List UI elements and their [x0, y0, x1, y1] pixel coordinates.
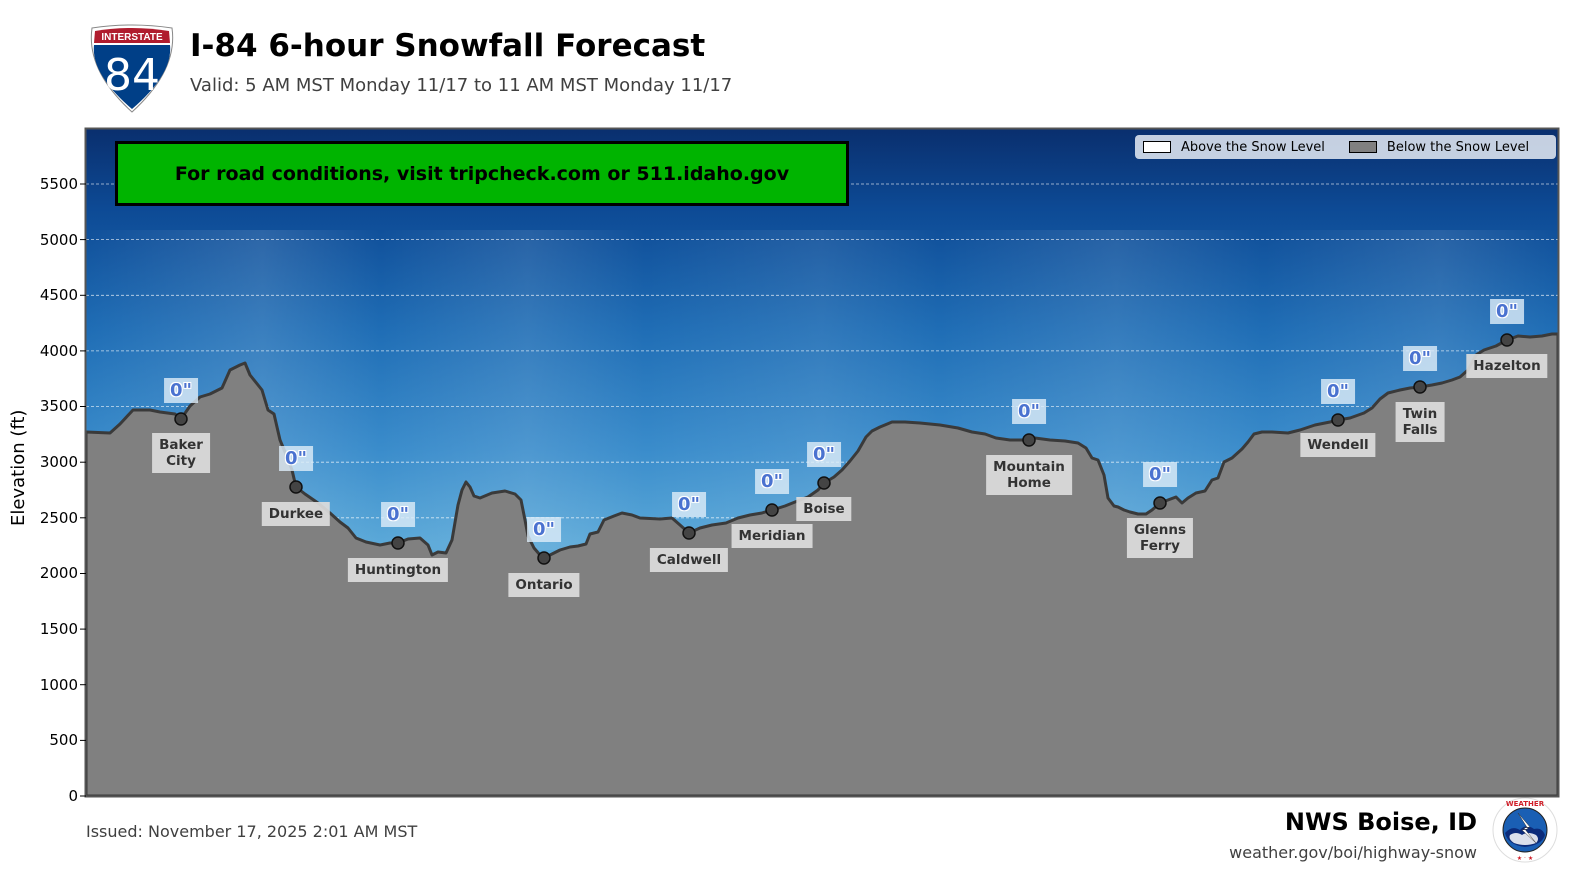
- ytick-2500: 2500: [39, 509, 78, 527]
- city-label-caldwell: Caldwell: [649, 548, 729, 572]
- terrain-profile: [84, 332, 1560, 798]
- city-label-boise: Boise: [796, 497, 852, 521]
- marker-caldwell: [682, 526, 696, 540]
- marker-durkee: [289, 480, 303, 494]
- snowfall-amount: 0": [1403, 346, 1437, 371]
- ytick-5000: 5000: [39, 231, 78, 249]
- city-label-ontario: Ontario: [508, 573, 580, 597]
- city-label-durkee: Durkee: [261, 502, 331, 526]
- ytick-1500: 1500: [39, 620, 78, 638]
- valid-period: Valid: 5 AM MST Monday 11/17 to 11 AM MS…: [190, 75, 733, 96]
- marker-mountain-home: [1022, 433, 1036, 447]
- city-label-huntington: Huntington: [347, 558, 449, 582]
- ytick-2000: 2000: [39, 564, 78, 582]
- city-label-baker-city: Baker City: [152, 433, 210, 473]
- city-markers: [174, 333, 1514, 565]
- legend: Above the Snow Level Below the Snow Leve…: [1135, 135, 1556, 159]
- shield-number: 84: [104, 50, 160, 101]
- ytick-3000: 3000: [39, 453, 78, 471]
- y-tick-marks: [80, 183, 86, 797]
- ytick-1000: 1000: [39, 676, 78, 694]
- snowfall-amount: 0": [1321, 379, 1355, 404]
- city-label-glenns-ferry: Glenns Ferry: [1126, 518, 1194, 558]
- interstate-84-shield-icon: INTERSTATE 84: [90, 24, 174, 113]
- marker-boise: [817, 476, 831, 490]
- ytick-3500: 3500: [39, 397, 78, 415]
- office-name: NWS Boise, ID: [1284, 808, 1477, 836]
- snowfall-amount: 0": [672, 492, 706, 517]
- ytick-4500: 4500: [39, 286, 78, 304]
- snowfall-amount: 0": [1490, 299, 1524, 324]
- legend-item-above: Above the Snow Level: [1135, 140, 1325, 155]
- snowfall-amount: 0": [164, 378, 198, 403]
- marker-huntington: [391, 536, 405, 550]
- y-axis-label: Elevation (ft): [8, 409, 29, 526]
- legend-swatch-gray-icon: [1348, 141, 1377, 153]
- marker-glenns-ferry: [1153, 496, 1167, 510]
- ytick-5500: 5500: [39, 175, 78, 193]
- ytick-0: 0: [68, 787, 78, 805]
- marker-meridian: [765, 503, 779, 517]
- legend-item-below: Below the Snow Level: [1341, 140, 1529, 155]
- city-label-meridian: Meridian: [731, 524, 813, 548]
- snowfall-amount: 0": [755, 469, 789, 494]
- snowfall-amount: 0": [381, 502, 415, 527]
- legend-label: Above the Snow Level: [1181, 139, 1325, 155]
- shield-interstate-text: INTERSTATE: [101, 32, 163, 43]
- snowfall-amount: 0": [527, 517, 561, 542]
- marker-wendell: [1331, 413, 1345, 427]
- legend-label: Below the Snow Level: [1386, 139, 1530, 155]
- marker-baker-city: [174, 412, 188, 426]
- ytick-500: 500: [49, 731, 78, 749]
- legend-swatch-white-icon: [1143, 141, 1171, 153]
- product-url: weather.gov/boi/highway-snow: [1229, 843, 1477, 862]
- snowfall-amount: 0": [1012, 399, 1046, 424]
- marker-twin-falls: [1413, 380, 1427, 394]
- page-title: I-84 6-hour Snowfall Forecast: [190, 28, 706, 64]
- svg-text:WEATHER: WEATHER: [1506, 800, 1545, 808]
- city-label-hazelton: Hazelton: [1466, 354, 1548, 378]
- ytick-4000: 4000: [39, 342, 78, 360]
- snowfall-amount: 0": [807, 442, 841, 467]
- issued-timestamp: Issued: November 17, 2025 2:01 AM MST: [86, 822, 418, 841]
- nws-logo-icon: WEATHER ★ · ★: [1492, 797, 1558, 863]
- snowfall-amount: 0": [279, 446, 313, 471]
- city-label-mountain-home: Mountain Home: [986, 455, 1072, 495]
- city-label-wendell: Wendell: [1300, 433, 1376, 457]
- road-conditions-banner: For road conditions, visit tripcheck.com…: [115, 141, 849, 206]
- banner-text: For road conditions, visit tripcheck.com…: [174, 162, 790, 185]
- marker-ontario: [537, 551, 551, 565]
- snowfall-amount: 0": [1143, 462, 1177, 487]
- marker-hazelton: [1500, 333, 1514, 347]
- svg-text:★ · ★: ★ · ★: [1517, 855, 1533, 862]
- city-label-twin-falls: Twin Falls: [1395, 402, 1445, 442]
